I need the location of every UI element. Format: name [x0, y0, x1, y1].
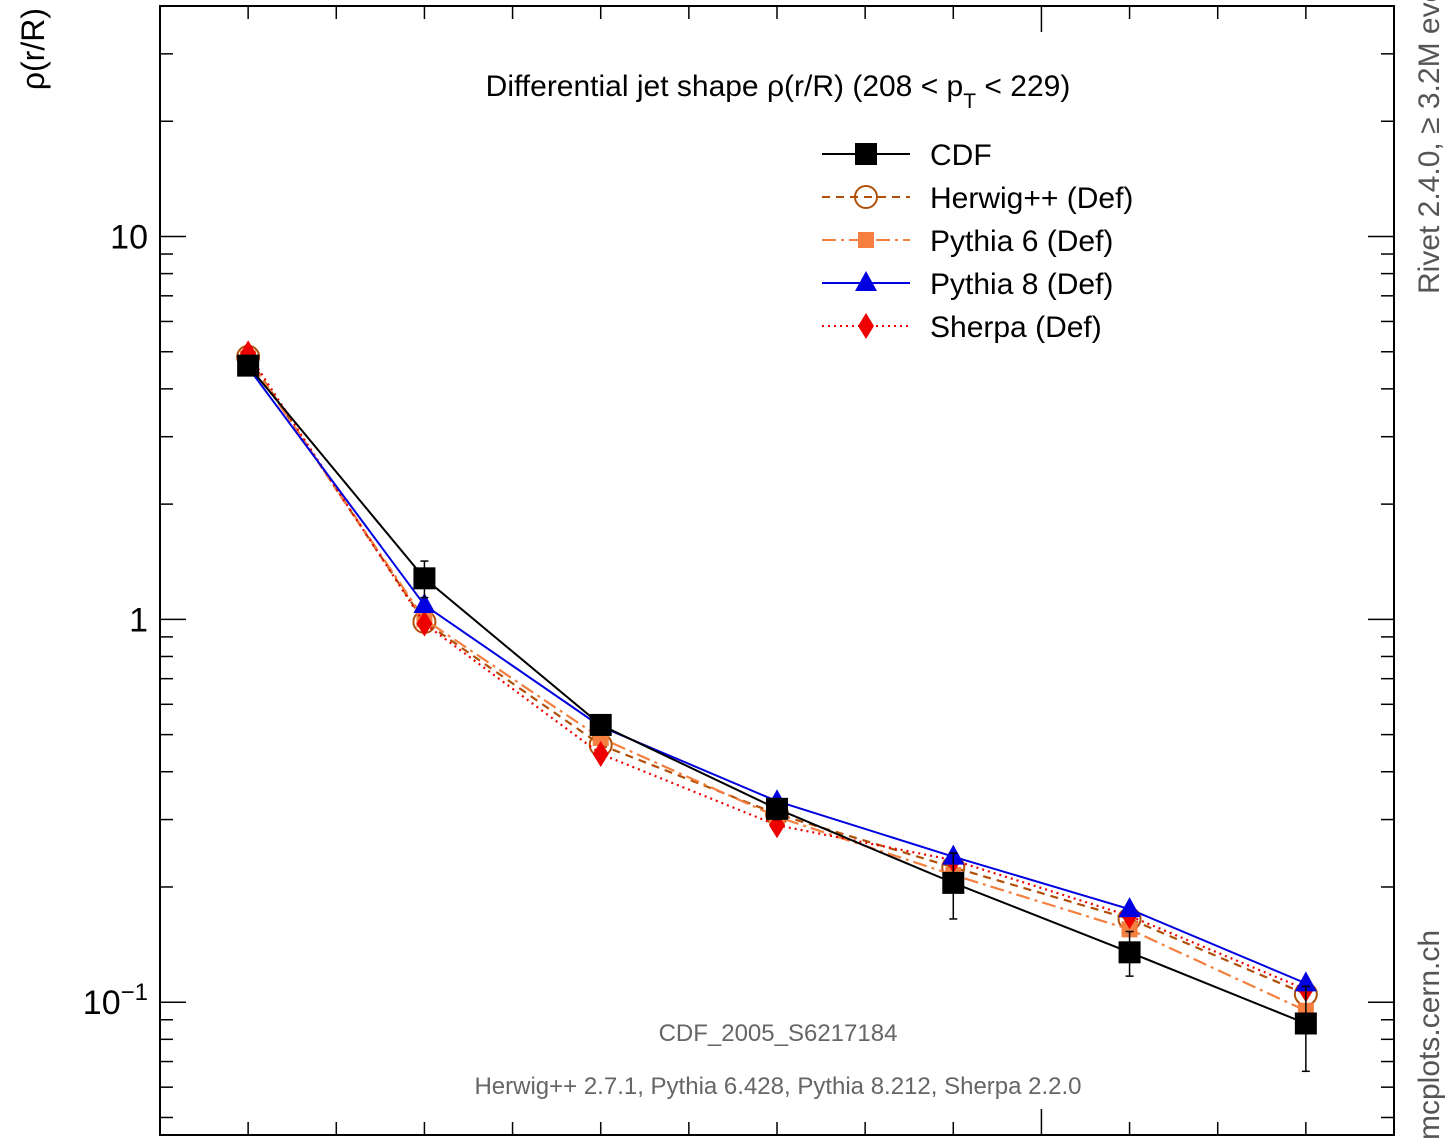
- mcplots-url-label: mcplots.cern.ch: [1413, 929, 1446, 1140]
- legend-entry: CDF: [822, 139, 992, 172]
- data-point: [1118, 897, 1141, 918]
- series-line: [247, 356, 1307, 996]
- series-line: [247, 366, 1307, 985]
- data-point: [237, 354, 260, 377]
- legend-entry: Pythia 6 (Def): [822, 225, 1113, 258]
- legend-label: Herwig++ (Def): [930, 182, 1133, 215]
- legend-label: Pythia 6 (Def): [930, 225, 1113, 258]
- plot-border: [159, 5, 1395, 1136]
- legend-marker: [858, 232, 874, 248]
- legend-label: Sherpa (Def): [930, 311, 1102, 344]
- data-point: [942, 871, 965, 894]
- data-point: [1121, 921, 1138, 938]
- data-point: [413, 593, 436, 614]
- data-point: [1118, 941, 1141, 964]
- chart-title-subscript: T: [963, 90, 976, 113]
- plot-frame: [159, 5, 1395, 1136]
- data-point: [592, 740, 609, 767]
- y-tick-label-exponent: −1: [121, 979, 148, 1006]
- legend-label: CDF: [930, 139, 992, 172]
- legend: CDF Herwig++ (Def) Pythia 6 (Def) Pythia 8 …: [822, 139, 1133, 344]
- series-cdf: [237, 354, 1317, 1073]
- series-line: [247, 352, 1307, 991]
- legend-label: Pythia 8 (Def): [930, 268, 1113, 301]
- legend-entry: Sherpa (Def): [822, 311, 1102, 344]
- series-line: [247, 364, 1307, 1025]
- y-axis-label: ρ(r/R): [15, 8, 51, 90]
- legend-marker: [854, 185, 878, 209]
- generator-versions: Herwig++ 2.7.1, Pythia 6.428, Pythia 8.2…: [474, 1073, 1081, 1100]
- y-tick-label: 1: [129, 601, 148, 639]
- y-tick-label-base: 10: [83, 984, 121, 1022]
- series-sherpa-def: [240, 340, 1314, 1003]
- series-line: [247, 357, 1307, 1012]
- legend-entry: Pythia 8 (Def): [822, 268, 1113, 301]
- legend-marker: [855, 271, 877, 291]
- data-point: [589, 713, 612, 736]
- chart-title-tail: < 229): [976, 70, 1070, 103]
- data-point: [1294, 1012, 1317, 1035]
- data-point: [1294, 971, 1317, 992]
- y-tick-label: 10: [110, 219, 148, 257]
- legend-entry: Herwig++ (Def): [822, 182, 1133, 215]
- chart-title-main: Differential jet shape ρ(r/R) (208 < p: [486, 70, 964, 103]
- data-point: [766, 797, 788, 820]
- series-group: [236, 340, 1318, 1073]
- analysis-id: CDF_2005_S6217184: [659, 1020, 898, 1047]
- rivet-info-label: Rivet 2.4.0, ≥ 3.2M events: [1413, 0, 1446, 294]
- series-herwig-def: [236, 344, 1318, 1007]
- data-point: [413, 567, 436, 590]
- y-tick-label: 10−1: [83, 979, 148, 1022]
- series-pythia-8-def: [237, 355, 1317, 992]
- legend-marker: [858, 313, 874, 339]
- legend-marker: [855, 143, 877, 165]
- chart-title: Differential jet shape ρ(r/R) (208 < pT …: [486, 70, 1071, 113]
- data-point: [416, 610, 433, 637]
